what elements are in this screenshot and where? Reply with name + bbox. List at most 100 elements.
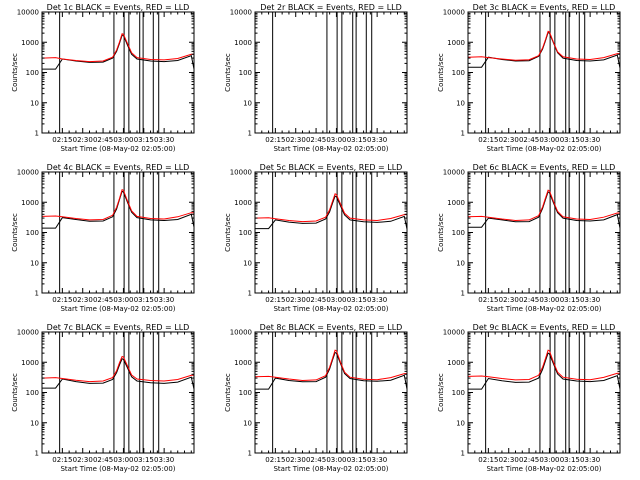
- y-tick-label: 10000: [17, 329, 39, 337]
- plot-frame: [467, 331, 621, 454]
- plot-frame: [254, 331, 408, 454]
- detector-panel: Det 1c BLACK = Events, RED = LLD 1 10 100 10…: [11, 3, 195, 153]
- x-tick-label: 03:00: [113, 456, 133, 464]
- plot-frame: [254, 11, 408, 134]
- y-tick-label: 100: [452, 389, 465, 397]
- x-axis-label: Start Time (08-May-02 02:05:00): [60, 145, 175, 153]
- x-tick-label: 02:45: [93, 456, 113, 464]
- panel-title: Det 9c BLACK = Events, RED = LLD: [473, 323, 616, 332]
- y-tick-label: 100: [26, 229, 39, 237]
- plot-frame: [254, 171, 408, 294]
- x-tick-label: 02:30: [499, 136, 519, 144]
- x-tick-label: 02:15: [478, 136, 498, 144]
- y-tick-label: 1000: [447, 359, 465, 367]
- y-tick-label: 1: [461, 450, 465, 458]
- panel-title: Det 4c BLACK = Events, RED = LLD: [47, 163, 190, 172]
- y-tick-label: 1: [461, 290, 465, 298]
- events-series-line: [42, 358, 195, 390]
- panel-title: Det 3c BLACK = Events, RED = LLD: [473, 3, 616, 12]
- x-tick-label: 03:00: [326, 456, 346, 464]
- y-axis-label: Counts/sec: [224, 213, 232, 252]
- panel-title: Det 8c BLACK = Events, RED = LLD: [260, 323, 403, 332]
- y-tick-label: 1: [248, 130, 252, 138]
- x-tick-label: 03:00: [539, 296, 559, 304]
- y-tick-label: 100: [452, 69, 465, 77]
- x-tick-label: 02:15: [52, 296, 72, 304]
- y-tick-label: 1000: [21, 199, 39, 207]
- y-axis-label: Counts/sec: [224, 373, 232, 412]
- x-tick-label: 03:15: [347, 456, 367, 464]
- y-axis-label: Counts/sec: [11, 213, 19, 252]
- x-tick-label: 03:00: [113, 136, 133, 144]
- x-tick-label: 03:15: [134, 136, 154, 144]
- plot-frame: [41, 331, 195, 454]
- x-tick-label: 02:15: [265, 456, 285, 464]
- y-tick-label: 1: [248, 450, 252, 458]
- y-axis-label: Counts/sec: [11, 53, 19, 92]
- events-series-line: [468, 352, 621, 390]
- x-axis-label: Start Time (08-May-02 02:05:00): [60, 465, 175, 473]
- x-tick-label: 03:15: [134, 456, 154, 464]
- x-tick-label: 02:15: [52, 456, 72, 464]
- y-tick-label: 1000: [21, 39, 39, 47]
- events-series-line: [468, 191, 621, 229]
- x-tick-label: 02:45: [519, 296, 539, 304]
- x-axis-label: Start Time (08-May-02 02:05:00): [273, 465, 388, 473]
- y-tick-label: 1000: [234, 39, 252, 47]
- y-tick-label: 10000: [230, 169, 252, 177]
- x-tick-label: 02:30: [499, 456, 519, 464]
- y-tick-label: 100: [239, 229, 252, 237]
- y-tick-label: 10: [243, 99, 252, 107]
- y-tick-label: 1000: [447, 199, 465, 207]
- x-tick-label: 02:30: [286, 456, 306, 464]
- y-tick-label: 10: [243, 259, 252, 267]
- y-axis-label: Counts/sec: [224, 53, 232, 92]
- lld-series-line: [467, 189, 620, 222]
- y-tick-label: 100: [239, 389, 252, 397]
- y-tick-label: 1: [35, 450, 39, 458]
- y-axis-label: Counts/sec: [437, 213, 445, 252]
- detector-panel: Det 2r BLACK = Events, RED = LLD 1 10 100 10…: [224, 3, 408, 153]
- y-tick-label: 10000: [17, 9, 39, 17]
- x-axis-label: Start Time (08-May-02 02:05:00): [273, 305, 388, 313]
- lld-series-line: [41, 33, 194, 63]
- x-tick-label: 02:15: [265, 296, 285, 304]
- y-tick-label: 10: [30, 259, 39, 267]
- x-tick-label: 03:30: [580, 296, 600, 304]
- x-axis-label: Start Time (08-May-02 02:05:00): [486, 465, 601, 473]
- x-tick-label: 02:30: [73, 296, 93, 304]
- panel-title: Det 1c BLACK = Events, RED = LLD: [47, 3, 190, 12]
- y-tick-label: 10000: [230, 329, 252, 337]
- y-tick-label: 10: [456, 99, 465, 107]
- y-axis-label: Counts/sec: [437, 53, 445, 92]
- events-series-line: [42, 34, 195, 70]
- detector-panel: Det 3c BLACK = Events, RED = LLD 1 10 100 10…: [437, 3, 621, 153]
- x-tick-label: 03:30: [580, 136, 600, 144]
- x-tick-label: 03:30: [154, 136, 174, 144]
- detector-panel: Det 6c BLACK = Events, RED = LLD 1 10 100 10…: [437, 163, 621, 313]
- x-tick-label: 03:00: [113, 296, 133, 304]
- y-tick-label: 1: [35, 290, 39, 298]
- y-tick-label: 1: [461, 130, 465, 138]
- events-series-line: [255, 195, 408, 230]
- detector-panel: Det 5c BLACK = Events, RED = LLD 1 10 100 10…: [224, 163, 408, 313]
- y-axis-label: Counts/sec: [437, 373, 445, 412]
- y-tick-label: 1: [248, 290, 252, 298]
- y-tick-label: 100: [26, 389, 39, 397]
- x-tick-label: 03:15: [560, 456, 580, 464]
- x-tick-label: 02:15: [265, 136, 285, 144]
- x-axis-label: Start Time (08-May-02 02:05:00): [486, 305, 601, 313]
- lld-series-line: [467, 30, 620, 61]
- x-tick-label: 02:15: [52, 136, 72, 144]
- x-tick-label: 03:30: [154, 296, 174, 304]
- x-tick-label: 03:15: [134, 296, 154, 304]
- plot-frame: [467, 11, 621, 134]
- x-tick-label: 03:30: [367, 296, 387, 304]
- y-tick-label: 100: [452, 229, 465, 237]
- y-axis-label: Counts/sec: [11, 373, 19, 412]
- x-tick-label: 03:00: [539, 136, 559, 144]
- x-tick-label: 03:15: [560, 136, 580, 144]
- x-tick-label: 03:15: [347, 136, 367, 144]
- x-tick-label: 03:00: [326, 296, 346, 304]
